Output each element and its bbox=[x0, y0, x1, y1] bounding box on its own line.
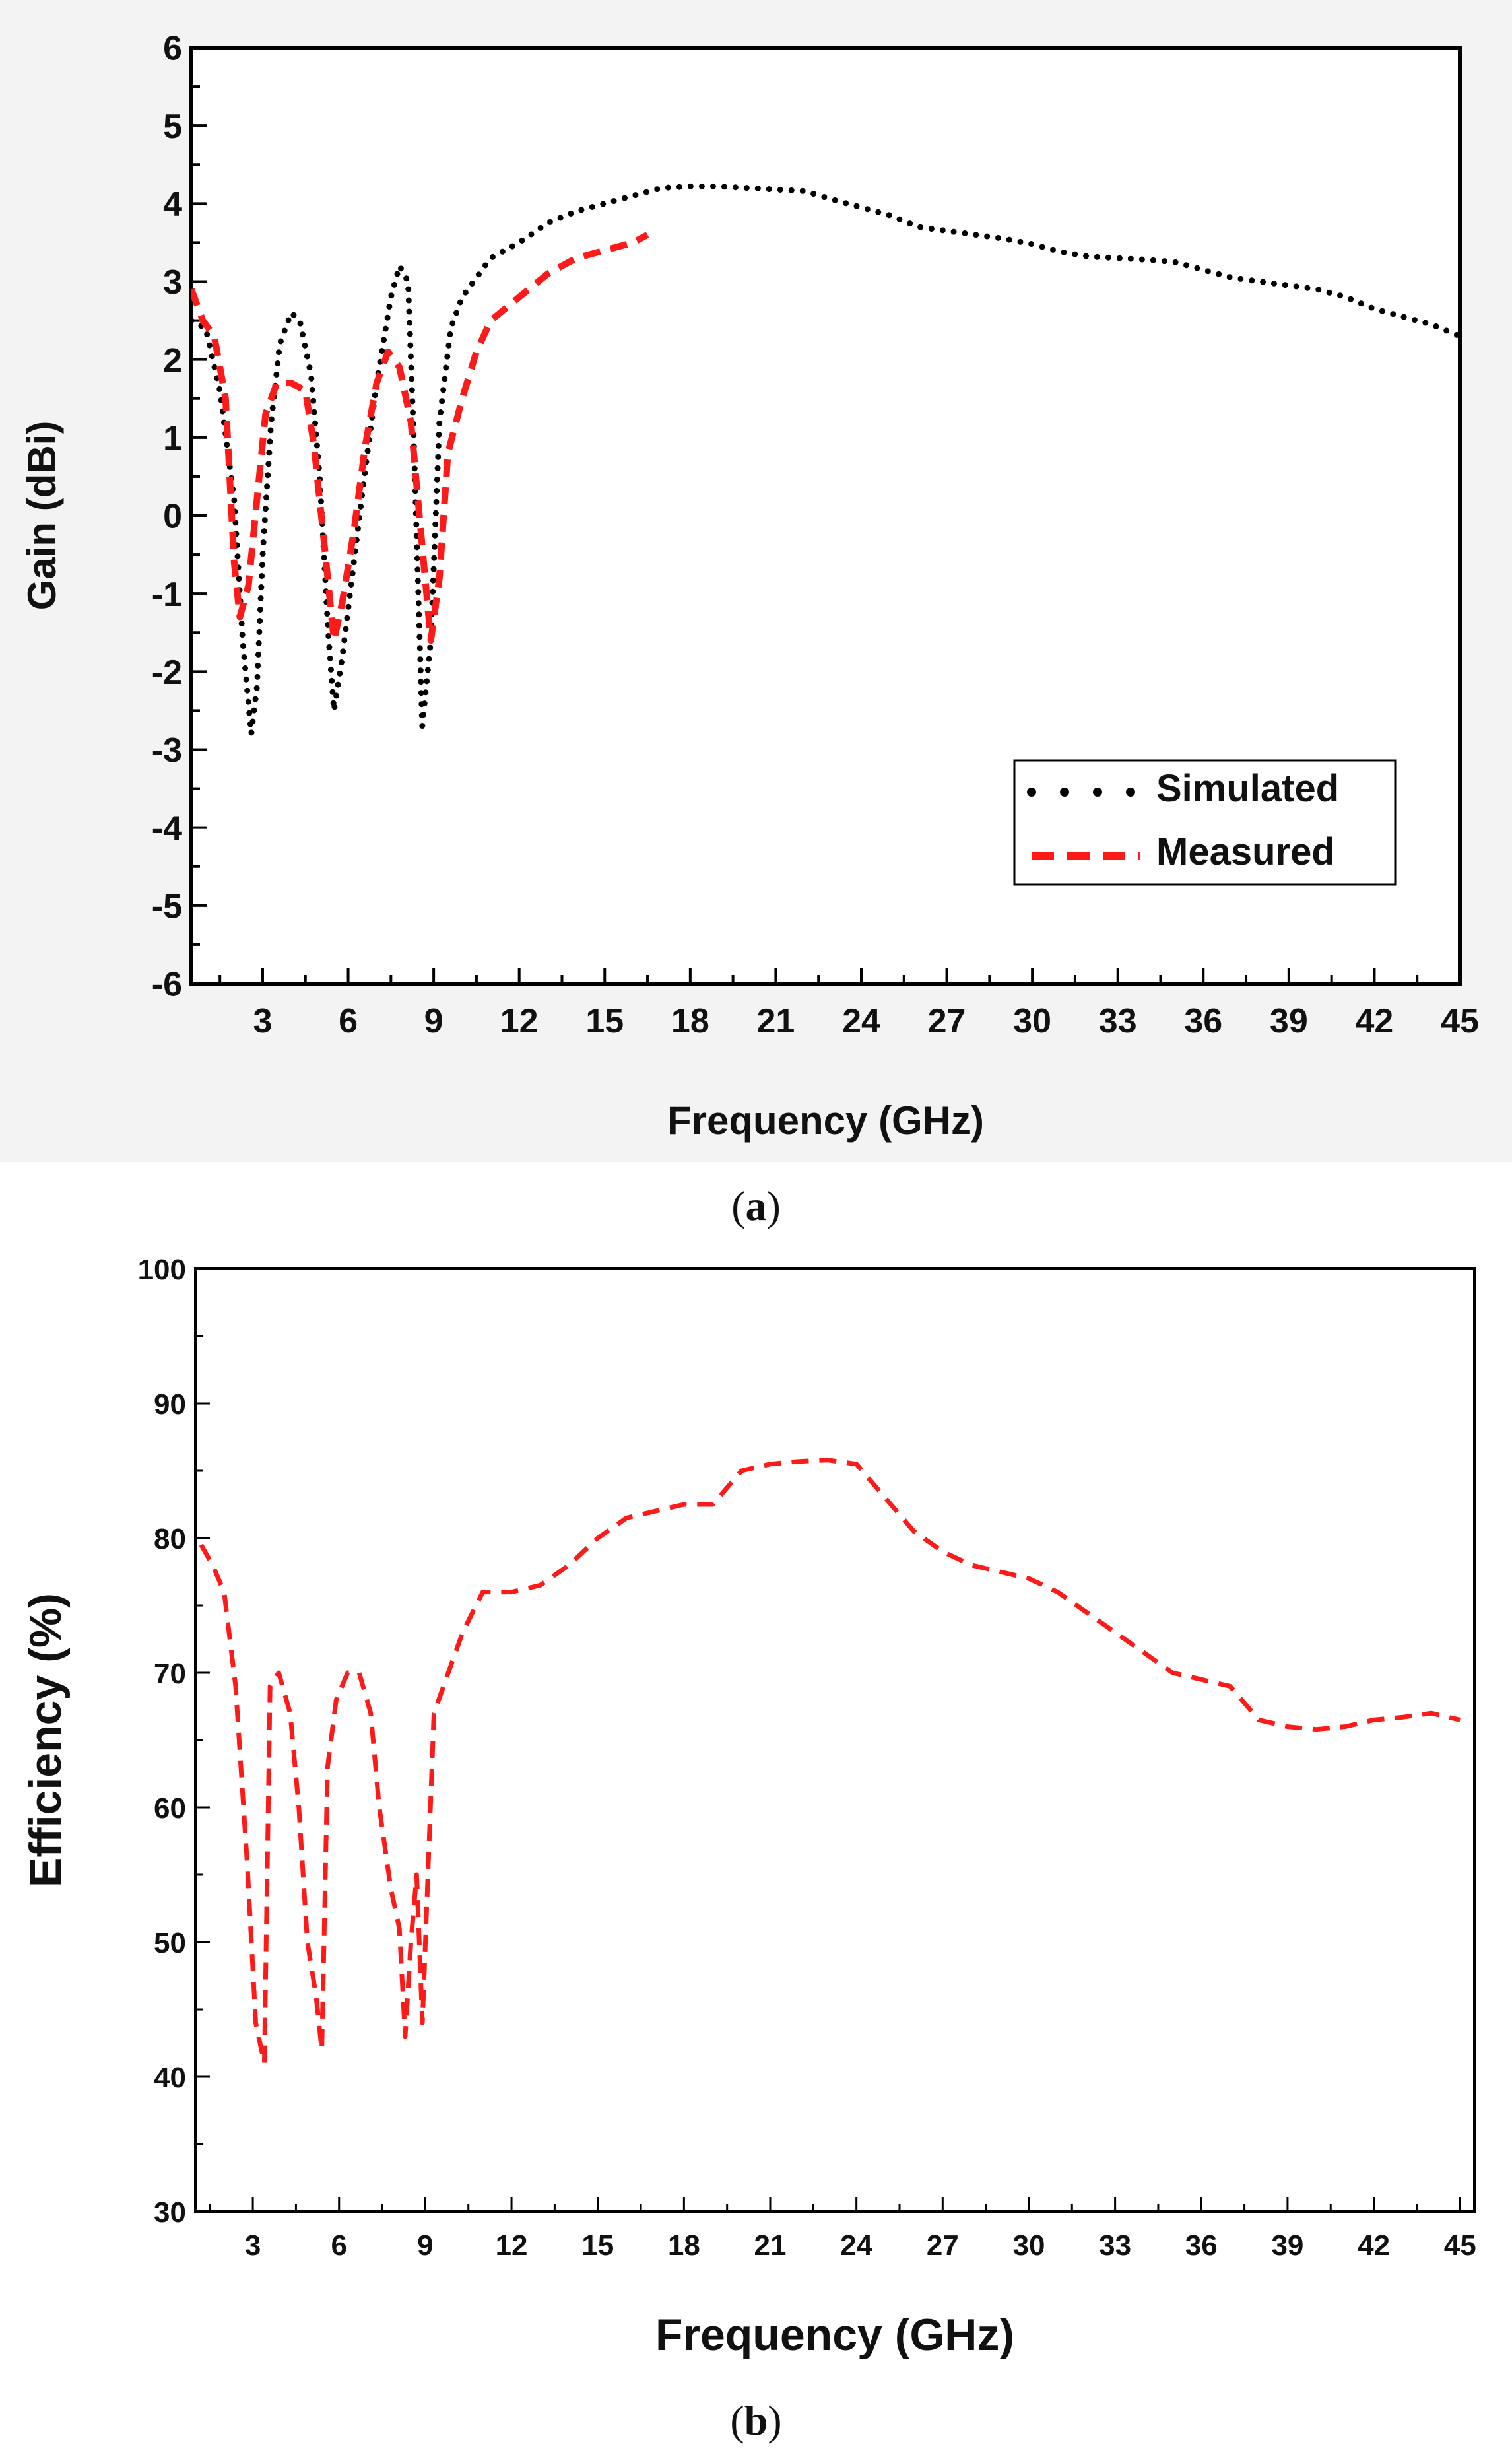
eff-ylabel: Efficiency (%) bbox=[20, 1593, 71, 1887]
eff-xtick-label: 12 bbox=[496, 2229, 528, 2262]
gain-xtick-label: 12 bbox=[500, 1002, 539, 1040]
gain-series-measured-line bbox=[191, 232, 649, 644]
eff-xtick-label: 24 bbox=[840, 2229, 872, 2262]
gain-ytick-label: 0 bbox=[163, 498, 182, 536]
eff-ytick-label: 100 bbox=[138, 1254, 186, 1286]
gain-ytick-label: 1 bbox=[163, 420, 182, 458]
gain-xlabel: Frequency (GHz) bbox=[667, 1098, 984, 1143]
gain-series-simulated-line bbox=[191, 183, 1460, 735]
eff-xtick-label: 27 bbox=[927, 2229, 959, 2262]
eff-ytick-label: 40 bbox=[154, 2062, 186, 2094]
eff-xtick-label: 15 bbox=[581, 2229, 614, 2262]
gain-xtick-label: 6 bbox=[339, 1002, 358, 1040]
gain-xtick-label: 30 bbox=[1013, 1002, 1051, 1040]
eff-xtick-label: 21 bbox=[754, 2229, 787, 2262]
eff-xtick-label: 6 bbox=[331, 2229, 347, 2262]
caption-b-letter: b bbox=[744, 2397, 768, 2444]
eff-series-efficiency-line bbox=[199, 1458, 1461, 2066]
caption-a-open: ( bbox=[731, 1182, 746, 1229]
gain-legend-label-simulated: Simulated bbox=[1156, 767, 1339, 810]
eff-xtick-label: 18 bbox=[668, 2229, 700, 2262]
eff-xtick-label: 9 bbox=[417, 2229, 433, 2262]
caption-b-close: ) bbox=[768, 2397, 782, 2444]
eff-ytick-label: 70 bbox=[154, 1658, 186, 1690]
eff-xtick-label: 42 bbox=[1358, 2229, 1390, 2262]
caption-a: (a) bbox=[0, 1182, 1512, 1231]
gain-xtick-label: 27 bbox=[928, 1002, 966, 1040]
gain-ytick-label: 3 bbox=[163, 263, 182, 302]
gain-xtick-label: 33 bbox=[1099, 1002, 1137, 1040]
gain-xtick-label: 15 bbox=[585, 1002, 624, 1040]
gain-ytick-label: -6 bbox=[152, 966, 182, 1004]
eff-xtick-label: 30 bbox=[1012, 2229, 1045, 2262]
eff-xtick-label: 33 bbox=[1099, 2229, 1131, 2262]
gain-xtick-label: 45 bbox=[1441, 1002, 1479, 1040]
caption-a-close: ) bbox=[766, 1182, 781, 1229]
eff-ytick-label: 90 bbox=[154, 1388, 186, 1421]
gain-xtick-label: 36 bbox=[1184, 1002, 1222, 1040]
eff-xtick-label: 45 bbox=[1444, 2229, 1476, 2262]
gain-ytick-label: 2 bbox=[163, 341, 182, 380]
gain-ylabel: Gain (dBi) bbox=[20, 421, 64, 611]
gain-legend bbox=[1013, 759, 1397, 886]
gain-ytick-label: 5 bbox=[163, 108, 182, 146]
gain-xtick-label: 39 bbox=[1270, 1002, 1308, 1040]
gain-xtick-label: 42 bbox=[1356, 1002, 1394, 1040]
gain-ytick-label: -1 bbox=[152, 576, 182, 614]
caption-a-letter: a bbox=[745, 1182, 767, 1229]
eff-ytick-label: 60 bbox=[154, 1792, 186, 1825]
efficiency-figure: 30 40 50 60 70 80 90 100 3 6 9 12 15 18 21 24 27 30 33 36 39… bbox=[0, 1241, 1512, 2390]
gain-xtick-label: 21 bbox=[756, 1002, 795, 1040]
eff-xlabel: Frequency (GHz) bbox=[655, 2310, 1014, 2360]
gain-ytick-label: 6 bbox=[163, 30, 182, 68]
gain-figure: -6 -5 -4 -3 -2 -1 0 1 2 3 4 5 6 3 6 9 12 15 18 21 24 27 30 33 36… bbox=[0, 0, 1512, 1162]
gain-xtick-label: 24 bbox=[842, 1002, 880, 1040]
gain-ytick-label: -5 bbox=[152, 888, 182, 926]
gain-legend-label-measured: Measured bbox=[1156, 830, 1335, 873]
eff-xtick-label: 36 bbox=[1185, 2229, 1218, 2262]
eff-ytick-label: 30 bbox=[154, 2196, 186, 2229]
gain-ytick-label: 4 bbox=[163, 186, 182, 224]
eff-ytick-label: 80 bbox=[154, 1523, 186, 1555]
eff-xtick-label: 3 bbox=[245, 2229, 261, 2262]
eff-plot-frame bbox=[194, 1267, 1476, 2213]
eff-xtick-label: 39 bbox=[1271, 2229, 1303, 2262]
gain-xtick-label: 3 bbox=[253, 1002, 273, 1040]
caption-b: (b) bbox=[0, 2396, 1512, 2445]
gain-ytick-label: -3 bbox=[152, 731, 182, 770]
gain-ytick-label: -4 bbox=[152, 809, 182, 848]
gain-xtick-label: 9 bbox=[424, 1002, 444, 1040]
gain-xtick-label: 18 bbox=[671, 1002, 709, 1040]
caption-b-open: ( bbox=[730, 2397, 744, 2444]
gain-ytick-label: -2 bbox=[152, 654, 182, 692]
eff-ytick-label: 50 bbox=[154, 1927, 186, 1959]
